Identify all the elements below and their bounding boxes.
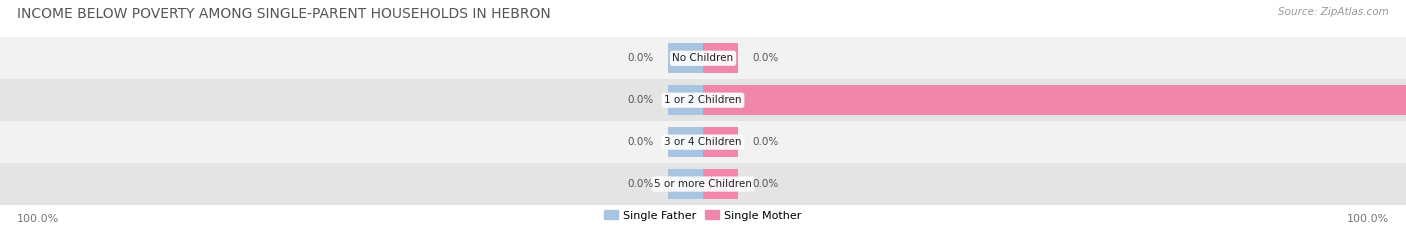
Bar	[703, 43, 738, 73]
Bar	[668, 43, 703, 73]
Bar	[703, 85, 1406, 115]
Bar	[668, 85, 703, 115]
Text: 0.0%: 0.0%	[627, 95, 654, 105]
Legend: Single Father, Single Mother: Single Father, Single Mother	[600, 206, 806, 225]
Text: 0.0%: 0.0%	[752, 137, 779, 147]
Text: 0.0%: 0.0%	[627, 179, 654, 189]
Text: 3 or 4 Children: 3 or 4 Children	[664, 137, 742, 147]
Bar	[668, 127, 703, 157]
Bar	[703, 127, 738, 157]
Bar	[703, 169, 738, 199]
Text: No Children: No Children	[672, 53, 734, 63]
Text: 0.0%: 0.0%	[752, 179, 779, 189]
Text: Source: ZipAtlas.com: Source: ZipAtlas.com	[1278, 7, 1389, 17]
Text: 1 or 2 Children: 1 or 2 Children	[664, 95, 742, 105]
Text: 5 or more Children: 5 or more Children	[654, 179, 752, 189]
Text: 100.0%: 100.0%	[17, 214, 59, 224]
Text: 100.0%: 100.0%	[1347, 214, 1389, 224]
Text: 0.0%: 0.0%	[627, 137, 654, 147]
Text: INCOME BELOW POVERTY AMONG SINGLE-PARENT HOUSEHOLDS IN HEBRON: INCOME BELOW POVERTY AMONG SINGLE-PARENT…	[17, 7, 551, 21]
Bar	[668, 169, 703, 199]
FancyBboxPatch shape	[0, 37, 1406, 79]
FancyBboxPatch shape	[0, 121, 1406, 163]
FancyBboxPatch shape	[0, 79, 1406, 121]
Text: 0.0%: 0.0%	[627, 53, 654, 63]
Text: 0.0%: 0.0%	[752, 53, 779, 63]
FancyBboxPatch shape	[0, 163, 1406, 205]
